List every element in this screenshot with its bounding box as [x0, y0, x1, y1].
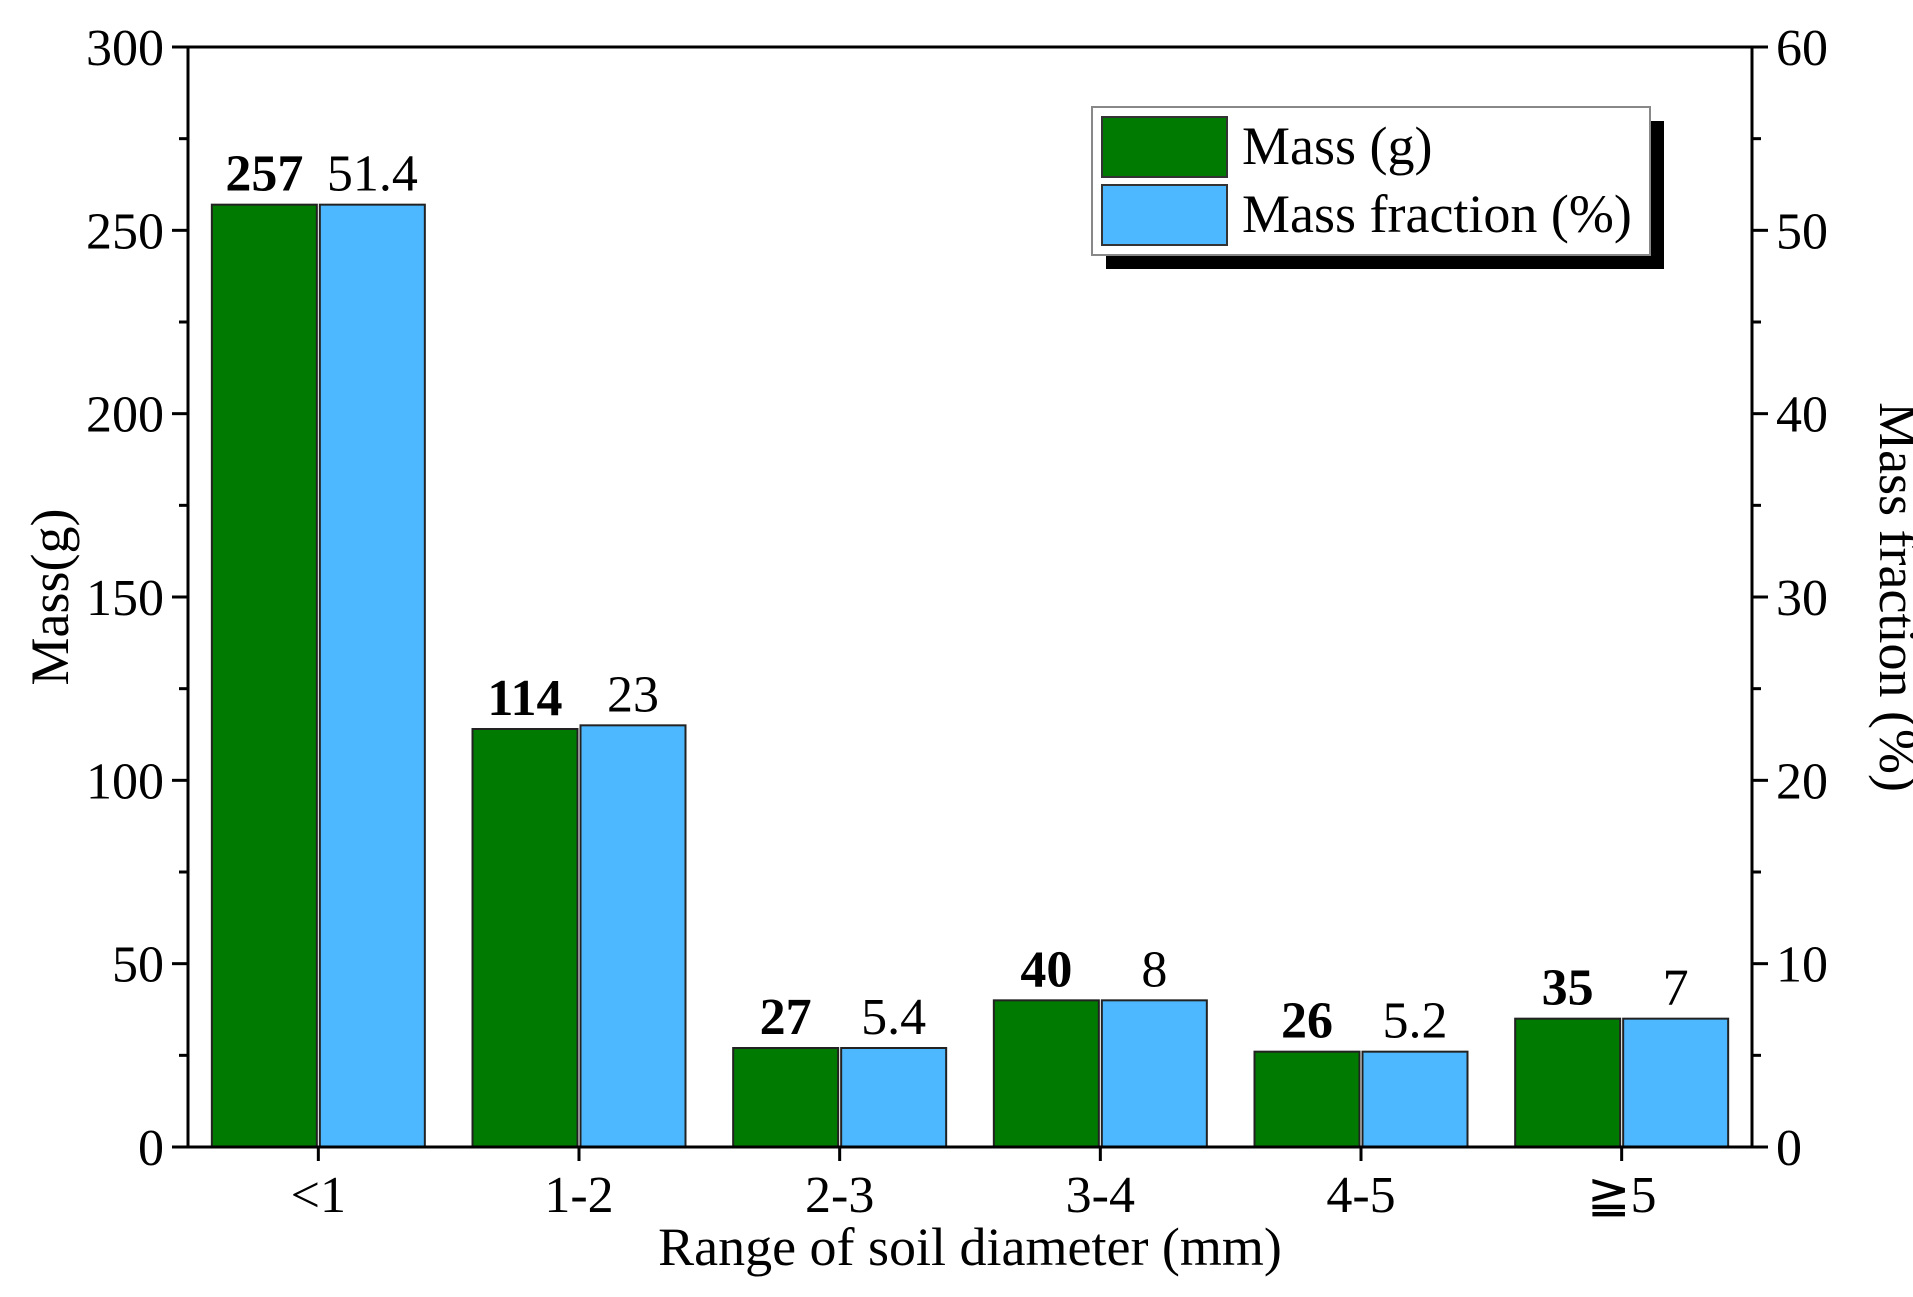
category-label-4: 4-5 — [1326, 1167, 1395, 1224]
fraction-label-3: 8 — [1141, 941, 1167, 998]
legend: Mass (g) Mass fraction (%) — [1091, 106, 1664, 269]
bar-labels-layer: 257 51.4 114 23 27 5.4 40 8 26 5.2 35 7 — [225, 146, 1688, 1050]
mass-label-2: 27 — [760, 989, 812, 1046]
mass-bar-1 — [471, 728, 579, 1148]
category-label-0: <1 — [291, 1167, 346, 1224]
category-label-5: ≧5 — [1587, 1167, 1657, 1224]
mass-bar-4 — [1253, 1050, 1361, 1148]
fraction-label-2: 5.4 — [861, 989, 926, 1046]
legend-swatch-0 — [1101, 116, 1228, 178]
mass-bar-0 — [210, 203, 318, 1148]
mass-label-1: 114 — [487, 670, 562, 727]
mass-label-0: 257 — [225, 146, 303, 203]
mass-label-3: 40 — [1020, 941, 1072, 998]
y-tick-label-6: 300 — [86, 20, 164, 77]
mass-bar-2 — [732, 1047, 840, 1148]
legend-label-1: Mass fraction (%) — [1242, 184, 1632, 244]
y2-tick-label-4: 40 — [1776, 387, 1828, 444]
y2-tick-label-3: 30 — [1776, 570, 1828, 627]
category-label-2: 2-3 — [805, 1167, 874, 1224]
mass-bar-5 — [1514, 1017, 1622, 1149]
y-tick-label-4: 200 — [86, 387, 164, 444]
x-axis-title: Range of soil diameter (mm) — [658, 1217, 1282, 1277]
fraction-bar-2 — [840, 1047, 948, 1148]
y-tick-label-3: 150 — [86, 570, 164, 627]
fraction-bar-3 — [1100, 999, 1208, 1148]
y2-tick-label-2: 20 — [1776, 753, 1828, 810]
y-tick-label-5: 250 — [86, 203, 164, 260]
fraction-bar-4 — [1361, 1050, 1469, 1148]
legend-label-0: Mass (g) — [1242, 116, 1432, 176]
fraction-label-4: 5.2 — [1383, 993, 1448, 1050]
fraction-bar-5 — [1622, 1017, 1730, 1149]
y-tick-label-0: 0 — [138, 1120, 164, 1177]
y2-tick-label-5: 50 — [1776, 203, 1828, 260]
mass-bar-3 — [992, 999, 1100, 1148]
fraction-bar-1 — [579, 724, 687, 1148]
mass-label-5: 35 — [1542, 960, 1594, 1017]
y2-tick-label-6: 60 — [1776, 20, 1828, 77]
ticks-layer: 0 50 100 150 200 250 300 0 10 20 30 40 50 60 — [86, 20, 1828, 1177]
category-labels-layer: <1 1-2 2-3 3-4 4-5 ≧5 — [291, 1167, 1657, 1224]
mass-label-4: 26 — [1281, 993, 1333, 1050]
fraction-bar-0 — [318, 203, 426, 1148]
y2-tick-label-1: 10 — [1776, 937, 1828, 994]
y2-axis-title: Mass fraction (%) — [1868, 402, 1913, 792]
y-tick-label-1: 50 — [112, 937, 164, 994]
fraction-label-1: 23 — [607, 666, 659, 723]
bars-layer — [210, 203, 1730, 1149]
y2-tick-label-0: 0 — [1776, 1120, 1802, 1177]
category-label-1: 1-2 — [544, 1167, 613, 1224]
fraction-label-0: 51.4 — [327, 146, 418, 203]
category-label-3: 3-4 — [1066, 1167, 1135, 1224]
fraction-label-5: 7 — [1663, 960, 1689, 1017]
y-tick-label-2: 100 — [86, 753, 164, 810]
y-axis-title: Mass(g) — [20, 509, 80, 686]
legend-swatch-1 — [1101, 184, 1228, 246]
